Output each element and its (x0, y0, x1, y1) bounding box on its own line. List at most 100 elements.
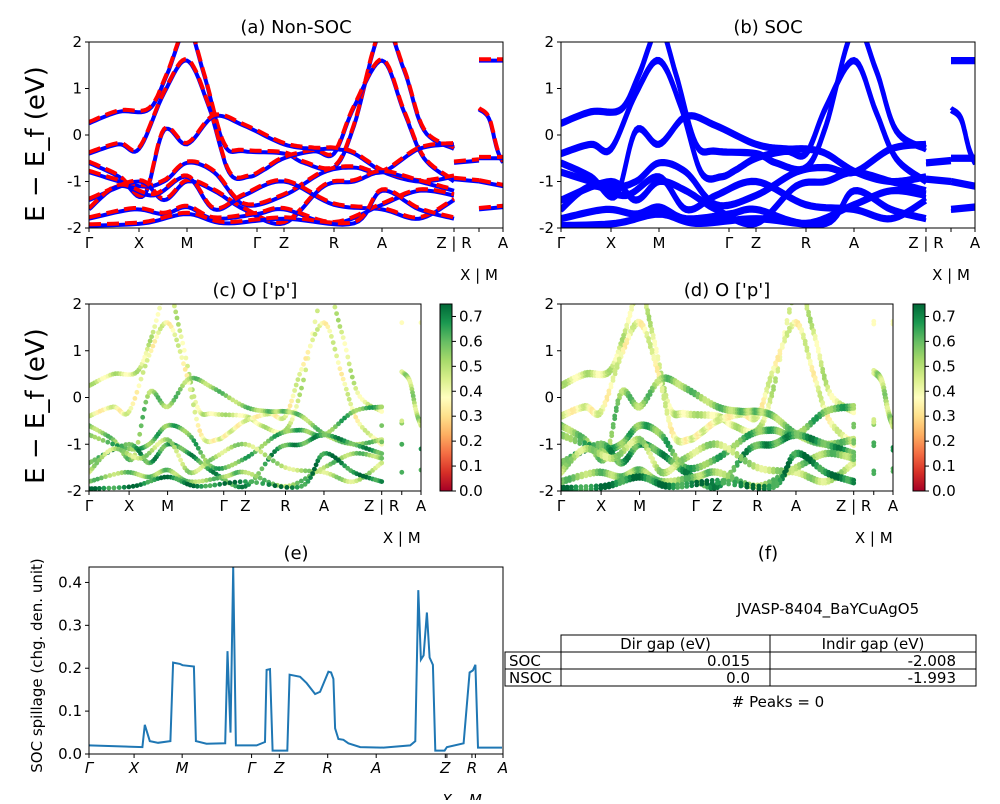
projection-point (150, 343, 156, 349)
projection-point (777, 477, 783, 483)
projection-point (799, 288, 804, 293)
projection-point (602, 482, 608, 488)
projection-point (725, 472, 731, 478)
projection-point (578, 484, 584, 490)
projection-point (329, 334, 334, 339)
projection-point (168, 291, 173, 296)
projection-point (340, 376, 346, 382)
x-tick-label: M (653, 234, 666, 252)
nsoc-band-line (478, 203, 503, 210)
projection-point (294, 404, 299, 409)
x-tick-label: Γ (725, 234, 734, 252)
projection-point (147, 338, 153, 344)
projection-point (253, 473, 259, 479)
projection-point (695, 411, 701, 416)
soc-band-line (950, 206, 975, 213)
projection-point (266, 482, 272, 487)
x-tick-label: X (134, 234, 144, 252)
projection-point (711, 440, 717, 446)
panel-d-frame (560, 303, 894, 492)
projection-point (827, 417, 832, 422)
y-tick-label: 1 (544, 342, 554, 360)
projection-point (348, 401, 354, 407)
projection-point (399, 320, 405, 326)
projection-point (571, 474, 576, 479)
projection-point (193, 441, 199, 447)
projection-point (243, 441, 248, 447)
projection-point (177, 386, 183, 392)
projection-point (303, 468, 308, 474)
projection-point (348, 368, 354, 373)
projection-point (418, 446, 421, 452)
projection-point (279, 463, 284, 469)
y-tick-label: 0.4 (58, 573, 82, 591)
projection-point (342, 381, 348, 387)
projection-point (180, 340, 186, 346)
projection-point (761, 483, 767, 489)
projection-point (653, 359, 658, 365)
projection-point (339, 418, 344, 424)
projection-point (156, 330, 161, 335)
projection-point (715, 440, 720, 446)
projection-point (292, 388, 297, 393)
projection-point (284, 485, 290, 490)
x-tick-label: X | M (383, 529, 421, 547)
y-tick-label: 0 (544, 389, 554, 407)
projection-point (283, 465, 288, 470)
projection-point (172, 304, 177, 309)
projection-point (602, 400, 608, 405)
projection-point (691, 410, 697, 416)
projection-point (337, 366, 343, 372)
x-tick-label: Γ (220, 497, 229, 515)
projection-point (335, 317, 341, 323)
projection-point (587, 469, 593, 475)
projection-point (811, 417, 816, 422)
projection-point (718, 441, 724, 447)
colorbar (439, 303, 453, 492)
projection-point (789, 304, 794, 306)
projection-point (260, 481, 266, 486)
panel-a-title: (a) Non-SOC (240, 17, 351, 38)
projection-point (782, 336, 787, 341)
projection-point (178, 334, 184, 340)
soc-band-line (925, 156, 952, 164)
projection-point (567, 475, 572, 481)
projection-point (666, 415, 671, 421)
projection-point (817, 353, 823, 358)
projection-point (799, 327, 805, 333)
projection-point (751, 462, 756, 467)
projection-point (787, 307, 792, 312)
projection-point (89, 486, 95, 491)
projection-point (116, 485, 122, 490)
projection-point (157, 305, 163, 311)
projection-point (140, 414, 146, 420)
projection-point (196, 479, 202, 484)
projection-point (765, 381, 771, 386)
projection-point (246, 442, 252, 448)
projection-point (613, 405, 619, 411)
soc-band-line (950, 177, 975, 187)
table-value: -2.008 (908, 652, 956, 670)
x-tick-label: X (441, 791, 453, 800)
projection-point (773, 376, 778, 381)
projection-point (335, 360, 341, 365)
y-tick-label: 2 (544, 33, 554, 51)
projection-point (418, 320, 421, 326)
projection-point (174, 337, 180, 343)
projection-point (767, 479, 772, 484)
projection-point (647, 341, 653, 347)
projection-point (790, 465, 795, 471)
x-tick-label: R (467, 759, 477, 777)
projection-point (738, 454, 744, 459)
projection-point (811, 328, 816, 333)
projection-point (575, 472, 580, 478)
projection-point (814, 339, 820, 345)
projection-point (176, 322, 181, 327)
projection-point (342, 341, 348, 347)
projection-point (119, 443, 125, 449)
projection-point (329, 293, 334, 298)
projection-point (778, 467, 784, 472)
projection-point (107, 473, 113, 478)
x-tick-label: A (497, 759, 508, 777)
projection-point (145, 394, 150, 399)
